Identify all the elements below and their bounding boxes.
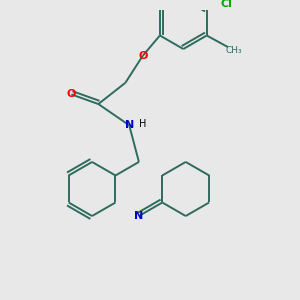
Text: Cl: Cl (220, 0, 232, 9)
Text: N: N (134, 211, 143, 221)
Text: N: N (124, 120, 134, 130)
Text: O: O (67, 89, 76, 99)
Text: H: H (139, 119, 146, 129)
Text: O: O (138, 51, 147, 61)
Text: CH₃: CH₃ (225, 46, 242, 56)
